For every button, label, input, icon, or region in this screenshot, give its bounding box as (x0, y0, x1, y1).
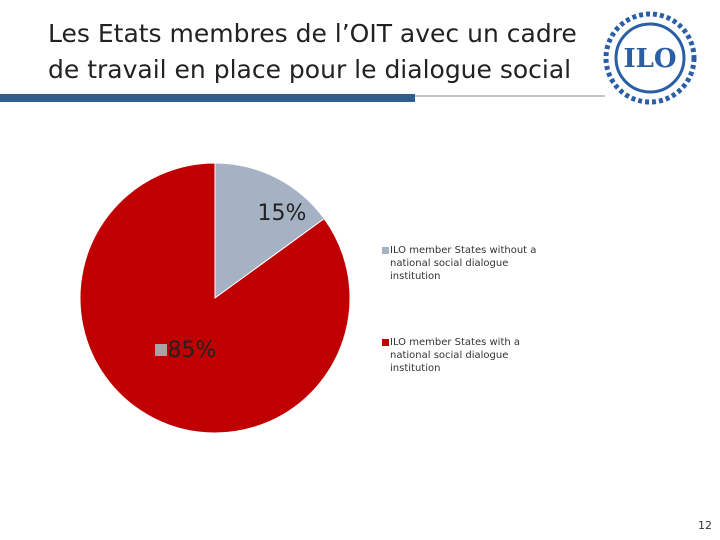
legend-entry: ILO member States without a national soc… (390, 245, 537, 282)
label-marker (155, 344, 167, 356)
data-label: 85% (168, 338, 217, 363)
legend-entry: ILO member States with a national social… (390, 337, 521, 374)
pie-slice (214, 162, 325, 299)
page-number: 12 (698, 519, 712, 532)
title: Les Etats membres de l’OIT avec un cadre… (48, 19, 577, 84)
data-label: 15% (258, 201, 307, 226)
legend-marker (382, 339, 389, 346)
logo-text: ILO (623, 44, 676, 74)
pie-slice (79, 162, 351, 434)
title-bar (0, 94, 415, 102)
legend-marker (382, 247, 389, 254)
logo: ILO (603, 11, 697, 105)
